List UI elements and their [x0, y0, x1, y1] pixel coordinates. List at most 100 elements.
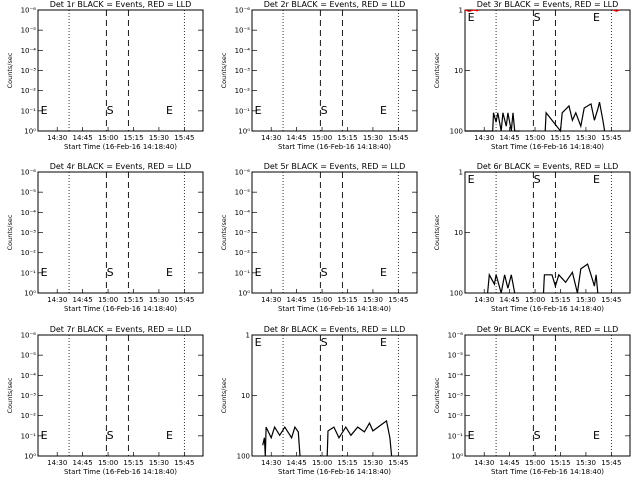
y-tick-label: 10⁻² [448, 412, 464, 420]
x-tick-label: 14:45 [500, 459, 520, 467]
y-tick-label: 10⁰ [24, 128, 36, 136]
panel-title: Det 4r BLACK = Events, RED = LLD [50, 162, 192, 171]
marker-letter-s: S [321, 266, 328, 279]
x-tick-label: 15:00 [312, 134, 332, 142]
y-tick-label: 10⁻³ [448, 392, 464, 400]
y-tick-label: 10 [454, 67, 463, 75]
x-axis-label: Start Time (16-Feb-16 14:18:40) [64, 143, 177, 151]
y-tick-label: 10⁻⁴ [21, 47, 37, 55]
x-axis-label: Start Time (16-Feb-16 14:18:40) [491, 305, 604, 313]
x-tick-label: 15:30 [576, 134, 596, 142]
x-axis-label: Start Time (16-Feb-16 14:18:40) [64, 468, 177, 476]
y-tick-label: 10⁻⁵ [21, 189, 37, 197]
series-events [326, 419, 393, 457]
marker-letter-e: E [166, 104, 173, 117]
marker-letter-s: S [534, 11, 541, 24]
y-axis-label: Counts/sec [433, 52, 441, 88]
plot-frame [37, 171, 204, 294]
y-tick-label: 10⁻⁴ [21, 209, 37, 217]
y-tick-label: 10 [454, 229, 463, 237]
x-tick-label: 15:30 [149, 459, 169, 467]
x-tick-label: 15:00 [525, 459, 545, 467]
x-tick-label: 14:45 [500, 296, 520, 304]
panel-title: Det 3r BLACK = Events, RED = LLD [477, 0, 619, 9]
x-tick-label: 15:45 [174, 459, 194, 467]
marker-letter-s: S [107, 104, 114, 117]
y-tick-label: 10⁻⁴ [235, 47, 251, 55]
panel-det-7: Det 7r BLACK = Events, RED = LLD 10⁻⁶ 10⁻⁵… [6, 325, 204, 476]
marker-letter-e: E [166, 429, 173, 442]
series-events [544, 101, 606, 133]
x-tick-label: 14:30 [47, 134, 67, 142]
x-tick-label: 15:45 [174, 134, 194, 142]
x-tick-label: 15:00 [312, 296, 332, 304]
x-tick-label: 15:00 [312, 459, 332, 467]
y-tick-label: 10⁻⁶ [21, 332, 37, 340]
marker-letter-e: E [468, 429, 475, 442]
panel-det-9: Det 9r BLACK = Events, RED = LLD 10⁻⁶ 10⁻⁵… [433, 325, 631, 476]
y-tick-label: 10⁻³ [21, 392, 37, 400]
x-axis-label: Start Time (16-Feb-16 14:18:40) [278, 305, 391, 313]
series-events [487, 272, 516, 294]
y-tick-label: 10⁻⁵ [235, 27, 251, 35]
panel-title: Det 2r BLACK = Events, RED = LLD [264, 0, 406, 9]
x-tick-label: 14:30 [474, 134, 494, 142]
y-axis-label: Counts/sec [6, 377, 14, 413]
panel-det-1: Det 1r BLACK = Events, RED = LLD 10⁻⁶ 10⁻⁵… [6, 0, 204, 151]
marker-letter-e: E [593, 11, 600, 24]
y-axis-label: Counts/sec [6, 52, 14, 88]
x-tick-label: 15:00 [98, 134, 118, 142]
x-tick-label: 15:15 [337, 459, 357, 467]
panel-det-4: Det 4r BLACK = Events, RED = LLD 10⁻⁶ 10⁻⁵… [6, 162, 204, 313]
y-tick-label: 10⁻² [21, 249, 37, 257]
x-tick-label: 14:30 [47, 459, 67, 467]
x-tick-label: 15:30 [363, 459, 383, 467]
y-tick-label: 10⁰ [24, 290, 36, 298]
plot-frame [251, 334, 418, 457]
panel-det-3: Det 3r BLACK = Events, RED = LLD 1 10 100 Co… [433, 0, 631, 151]
y-tick-label: 10⁻⁶ [21, 169, 37, 177]
x-tick-label: 15:00 [525, 296, 545, 304]
marker-letter-e: E [468, 173, 475, 186]
plot-frame [251, 171, 418, 294]
y-tick-label: 10⁻⁴ [448, 372, 464, 380]
x-axis-label: Start Time (16-Feb-16 14:18:40) [278, 143, 391, 151]
y-tick-label: 10⁻² [235, 87, 251, 95]
y-tick-label: 100 [237, 453, 250, 461]
x-tick-label: 14:45 [73, 459, 93, 467]
marker-letter-e: E [593, 429, 600, 442]
y-tick-label: 10⁻¹ [448, 432, 464, 440]
panel-det-8: Det 8r BLACK = Events, RED = LLD 1 10 100 Co… [220, 325, 418, 476]
x-tick-label: 15:45 [174, 296, 194, 304]
x-tick-label: 15:15 [337, 296, 357, 304]
y-tick-label: 10⁻¹ [235, 107, 251, 115]
series-events [542, 263, 599, 294]
plot-frame [464, 9, 631, 132]
plot-frame [251, 9, 418, 132]
marker-letter-e: E [41, 104, 48, 117]
panel-title: Det 5r BLACK = Events, RED = LLD [264, 162, 406, 171]
plot-frame [37, 9, 204, 132]
y-axis-label: Counts/sec [433, 214, 441, 250]
marker-letter-e: E [41, 266, 48, 279]
y-tick-label: 10⁰ [451, 453, 463, 461]
x-tick-label: 14:30 [47, 296, 67, 304]
y-tick-label: 10⁻² [21, 87, 37, 95]
panel-det-5: Det 5r BLACK = Events, RED = LLD 10⁻⁶ 10⁻⁵… [220, 162, 418, 313]
x-tick-label: 15:45 [601, 459, 621, 467]
marker-letter-s: S [107, 429, 114, 442]
y-tick-label: 10⁻³ [21, 229, 37, 237]
marker-letter-e: E [380, 336, 387, 349]
y-tick-label: 10⁻² [21, 412, 37, 420]
marker-letter-e: E [41, 429, 48, 442]
x-tick-label: 15:45 [601, 134, 621, 142]
x-tick-label: 15:00 [98, 459, 118, 467]
x-tick-label: 15:30 [576, 296, 596, 304]
x-tick-label: 14:45 [287, 459, 307, 467]
y-tick-label: 1 [459, 169, 463, 177]
y-tick-label: 10⁻³ [21, 67, 37, 75]
x-tick-label: 15:15 [123, 296, 143, 304]
y-tick-label: 1 [459, 7, 463, 15]
x-tick-label: 15:15 [550, 296, 570, 304]
